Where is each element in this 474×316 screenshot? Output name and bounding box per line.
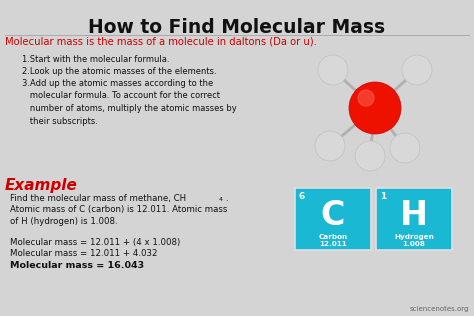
Text: Carbon: Carbon: [319, 234, 347, 240]
Circle shape: [349, 82, 401, 134]
Circle shape: [355, 141, 385, 171]
Text: sciencenotes.org: sciencenotes.org: [410, 306, 469, 312]
Circle shape: [390, 133, 420, 163]
Circle shape: [318, 55, 348, 85]
Text: Molecular mass = 12.011 + 4.032: Molecular mass = 12.011 + 4.032: [10, 249, 157, 258]
Text: Hydrogen: Hydrogen: [394, 234, 434, 240]
Text: Find the molecular mass of methane, CH: Find the molecular mass of methane, CH: [10, 194, 186, 203]
Text: 3.Add up the atomic masses according to the
   molecular formula. To account for: 3.Add up the atomic masses according to …: [22, 79, 237, 125]
Text: C: C: [321, 199, 345, 232]
Circle shape: [402, 55, 432, 85]
FancyBboxPatch shape: [295, 188, 371, 250]
Text: Molecular mass is the mass of a molecule in daltons (Da or u).: Molecular mass is the mass of a molecule…: [5, 37, 317, 47]
FancyBboxPatch shape: [376, 188, 452, 250]
Text: Molecular mass = 12.011 + (4 x 1.008): Molecular mass = 12.011 + (4 x 1.008): [10, 238, 180, 247]
Circle shape: [358, 90, 374, 106]
Text: Molecular mass = 16.043: Molecular mass = 16.043: [10, 261, 144, 270]
Text: Atomic mass of C (carbon) is 12.011. Atomic mass
of H (hydrogen) is 1.008.: Atomic mass of C (carbon) is 12.011. Ato…: [10, 205, 228, 227]
Text: 2.Look up the atomic masses of the elements.: 2.Look up the atomic masses of the eleme…: [22, 67, 217, 76]
Text: How to Find Molecular Mass: How to Find Molecular Mass: [89, 18, 385, 37]
Text: H: H: [400, 199, 428, 232]
Text: 12.011: 12.011: [319, 241, 347, 247]
Text: .: .: [225, 194, 228, 203]
Text: Example: Example: [5, 178, 78, 193]
Text: 1: 1: [380, 192, 386, 201]
Text: 4: 4: [219, 197, 223, 202]
Text: 1.Start with the molecular formula.: 1.Start with the molecular formula.: [22, 55, 170, 64]
Text: 6: 6: [299, 192, 305, 201]
Circle shape: [315, 131, 345, 161]
Text: 1.008: 1.008: [402, 241, 426, 247]
